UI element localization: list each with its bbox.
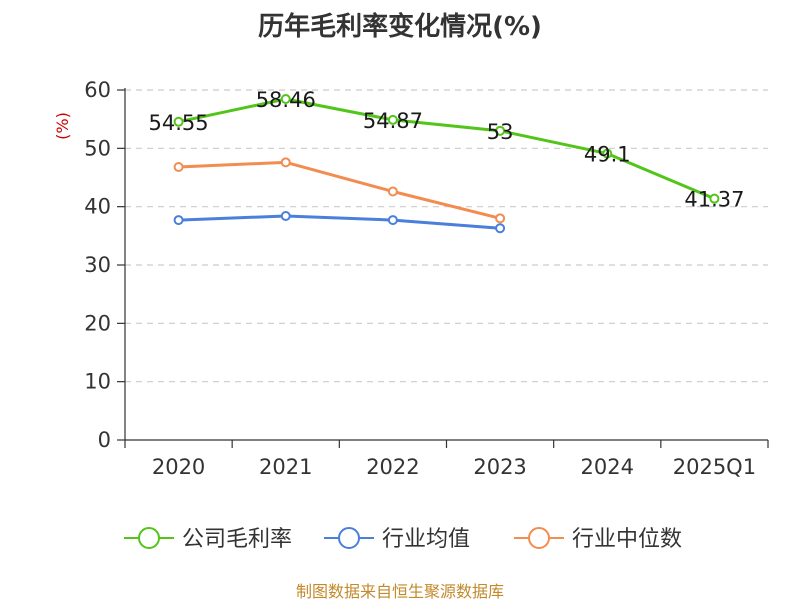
y-tick-label-60: 60 bbox=[84, 78, 111, 102]
series-0-point-2023 bbox=[495, 125, 506, 136]
series-0-point-2024 bbox=[602, 148, 613, 159]
series-1-point-2020 bbox=[173, 215, 184, 226]
x-tick-label-2022: 2022 bbox=[366, 455, 419, 479]
y-tick-label-50: 50 bbox=[84, 136, 111, 160]
series-2-point-2023 bbox=[495, 213, 506, 224]
y-tick-label-40: 40 bbox=[84, 195, 111, 219]
x-tick-label-2023: 2023 bbox=[473, 455, 526, 479]
series-1-point-2022 bbox=[387, 215, 398, 226]
y-tick-label-30: 30 bbox=[84, 253, 111, 277]
data-label-2022: 54.87 bbox=[363, 109, 423, 133]
legend-marker-1 bbox=[338, 527, 360, 549]
series-0-point-2021 bbox=[280, 93, 291, 104]
y-tick-label-20: 20 bbox=[84, 311, 111, 335]
x-tick-label-2020: 2020 bbox=[152, 455, 205, 479]
chart-title: 历年毛利率变化情况(%) bbox=[258, 12, 542, 42]
legend-marker-2 bbox=[528, 527, 550, 549]
series-0-point-2020 bbox=[173, 116, 184, 127]
legend-label-1: 行业均值 bbox=[382, 527, 470, 552]
data-label-2020: 54.55 bbox=[149, 111, 209, 135]
series-0-point-2025Q1 bbox=[709, 193, 720, 204]
series-1-point-2021 bbox=[280, 211, 291, 221]
y-tick-label-10: 10 bbox=[84, 370, 111, 394]
legend-label-0: 公司毛利率 bbox=[182, 527, 292, 552]
series-1-point-2023 bbox=[495, 223, 506, 234]
y-axis-label: (%) bbox=[53, 112, 72, 140]
series-2-point-2020 bbox=[173, 162, 184, 172]
x-tick-label-2024: 2024 bbox=[581, 455, 634, 479]
data-label-2024: 49.1 bbox=[584, 143, 631, 167]
series-line-0 bbox=[178, 97, 715, 201]
data-label-2023: 53 bbox=[487, 120, 514, 144]
series-2-point-2022 bbox=[387, 186, 398, 197]
series-0-point-2022 bbox=[387, 114, 398, 125]
data-label-2025Q1: 41.37 bbox=[684, 188, 744, 212]
legend-marker-0 bbox=[138, 527, 160, 549]
series-2-point-2021 bbox=[280, 157, 291, 168]
source-footer: 制图数据来自恒生聚源数据库 bbox=[295, 582, 504, 601]
series-line-1 bbox=[178, 214, 501, 230]
data-label-2021: 58.46 bbox=[256, 88, 316, 112]
legend-label-2: 行业中位数 bbox=[572, 527, 682, 552]
series-line-2 bbox=[178, 160, 501, 220]
y-tick-label-0: 0 bbox=[98, 428, 111, 452]
x-tick-label-2021: 2021 bbox=[259, 455, 312, 479]
x-tick-label-2025Q1: 2025Q1 bbox=[673, 455, 756, 479]
